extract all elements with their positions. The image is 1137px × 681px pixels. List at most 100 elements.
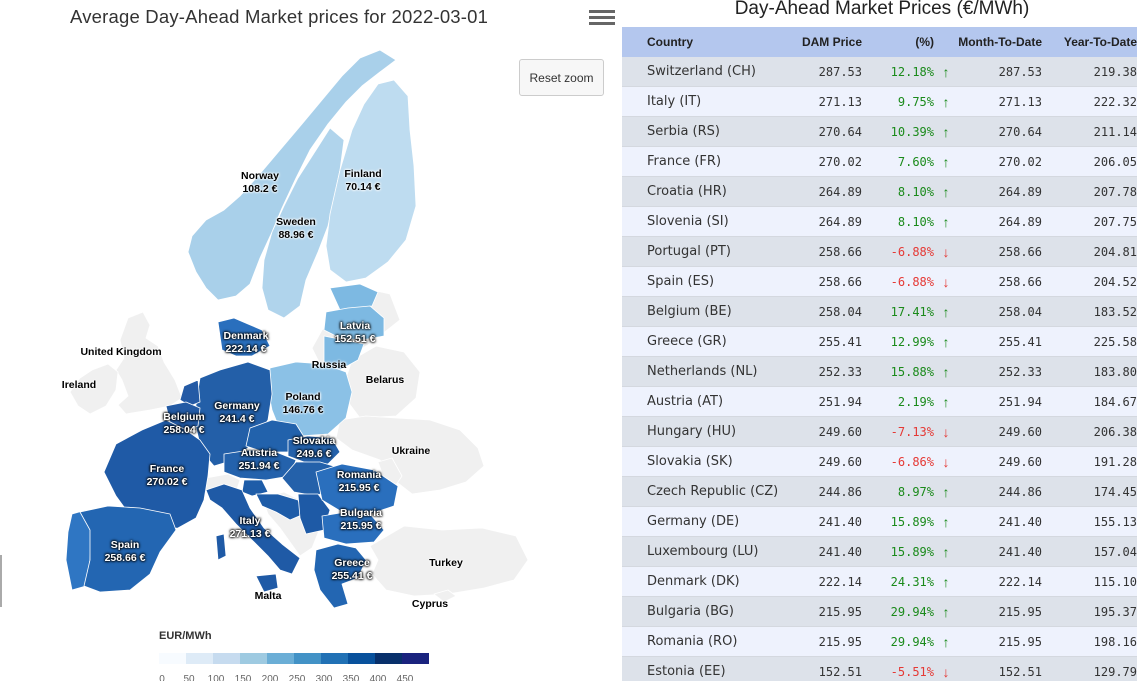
cell-country: Bulgaria (BG) xyxy=(647,604,734,619)
country-poland xyxy=(267,361,353,437)
cell-dam-price: 271.13 xyxy=(818,94,862,109)
hamburger-menu-icon[interactable] xyxy=(589,10,615,32)
legend-tick-label: 0 xyxy=(159,674,165,681)
cell-percent: 29.94% xyxy=(890,604,934,619)
legend-swatch xyxy=(186,653,213,664)
legend-ticks: 0 50 100 150 200 250 300 350 400 450 xyxy=(159,674,429,681)
cell-percent: 10.39% xyxy=(890,124,934,139)
table-row[interactable]: Portugal (PT) 258.66 -6.88% ↓ 258.66 204.81 xyxy=(622,237,1137,267)
cell-country: Denmark (DK) xyxy=(647,574,740,589)
cell-month-to-date: 258.04 xyxy=(998,304,1042,319)
cell-year-to-date: 183.52 xyxy=(1093,304,1137,319)
arrow-down-icon: ↓ xyxy=(942,663,950,680)
legend-swatch xyxy=(402,653,429,664)
cell-year-to-date: 115.10 xyxy=(1093,574,1137,589)
table-row[interactable]: Switzerland (CH) 287.53 12.18% ↑ 287.53 219.3… xyxy=(622,57,1137,87)
map-panel: Average Day-Ahead Market prices for 2022… xyxy=(0,0,622,681)
header-month-to-date[interactable]: Month-To-Date xyxy=(958,35,1042,49)
cell-year-to-date: 174.45 xyxy=(1093,484,1137,499)
cell-year-to-date: 183.80 xyxy=(1093,364,1137,379)
header-dam-price[interactable]: DAM Price xyxy=(801,35,862,49)
cell-country: Hungary (HU) xyxy=(647,424,737,439)
table-row[interactable]: Hungary (HU) 249.60 -7.13% ↓ 249.60 206.38 xyxy=(622,417,1137,447)
table-row[interactable]: Germany (DE) 241.40 15.89% ↑ 241.40 155.13 xyxy=(622,507,1137,537)
table-row[interactable]: Slovenia (SI) 264.89 8.10% ↑ 264.89 207.75 xyxy=(622,207,1137,237)
cell-month-to-date: 255.41 xyxy=(998,334,1042,349)
table-row[interactable]: Spain (ES) 258.66 -6.88% ↓ 258.66 204.52 xyxy=(622,267,1137,297)
legend-tick-label: 250 xyxy=(288,674,306,681)
cell-month-to-date: 258.66 xyxy=(998,274,1042,289)
legend-tick-label: 200 xyxy=(261,674,279,681)
table-row[interactable]: Bulgaria (BG) 215.95 29.94% ↑ 215.95 195.37 xyxy=(622,597,1137,627)
cell-month-to-date: 270.64 xyxy=(998,124,1042,139)
country-sicily xyxy=(255,573,279,593)
cell-dam-price: 258.66 xyxy=(818,274,862,289)
legend-color-scale xyxy=(159,653,429,664)
cell-country: Slovakia (SK) xyxy=(647,454,733,469)
cell-month-to-date: 249.60 xyxy=(998,424,1042,439)
table-row[interactable]: Greece (GR) 255.41 12.99% ↑ 255.41 225.58 xyxy=(622,327,1137,357)
country-france xyxy=(103,419,211,531)
arrow-up-icon: ↑ xyxy=(942,483,950,500)
arrow-up-icon: ↑ xyxy=(942,543,950,560)
table-row[interactable]: Austria (AT) 251.94 2.19% ↑ 251.94 184.67 xyxy=(622,387,1137,417)
cell-dam-price: 222.14 xyxy=(818,574,862,589)
country-bulgaria xyxy=(321,511,385,545)
table-row[interactable]: France (FR) 270.02 7.60% ↑ 270.02 206.05 xyxy=(622,147,1137,177)
cell-dam-price: 215.95 xyxy=(818,604,862,619)
cell-year-to-date: 225.58 xyxy=(1093,334,1137,349)
cell-year-to-date: 191.28 xyxy=(1093,454,1137,469)
country-estonia xyxy=(329,283,379,311)
table-row[interactable]: Luxembourg (LU) 241.40 15.89% ↑ 241.40 157.04 xyxy=(622,537,1137,567)
table-row[interactable]: Czech Republic (CZ) 244.86 8.97% ↑ 244.86 174… xyxy=(622,477,1137,507)
europe-map[interactable] xyxy=(0,0,622,625)
cell-dam-price: 241.40 xyxy=(818,544,862,559)
cell-country: Spain (ES) xyxy=(647,274,715,289)
table-row[interactable]: Belgium (BE) 258.04 17.41% ↑ 258.04 183.52 xyxy=(622,297,1137,327)
header-country[interactable]: Country xyxy=(647,35,693,49)
cell-month-to-date: 264.89 xyxy=(998,214,1042,229)
country-italy xyxy=(205,483,301,575)
cell-percent: 7.60% xyxy=(897,154,934,169)
arrow-up-icon: ↑ xyxy=(942,573,950,590)
table-row[interactable]: Denmark (DK) 222.14 24.31% ↑ 222.14 115.10 xyxy=(622,567,1137,597)
cell-month-to-date: 152.51 xyxy=(998,664,1042,679)
header-percent[interactable]: (%) xyxy=(915,35,934,49)
cell-dam-price: 264.89 xyxy=(818,214,862,229)
cell-percent: -6.86% xyxy=(890,454,934,469)
cell-country: Austria (AT) xyxy=(647,394,724,409)
table-row[interactable]: Croatia (HR) 264.89 8.10% ↑ 264.89 207.78 xyxy=(622,177,1137,207)
scroll-edge xyxy=(0,555,2,607)
table-row[interactable]: Romania (RO) 215.95 29.94% ↑ 215.95 198.16 xyxy=(622,627,1137,657)
cell-month-to-date: 251.94 xyxy=(998,394,1042,409)
table-row[interactable]: Netherlands (NL) 252.33 15.88% ↑ 252.33 183.8… xyxy=(622,357,1137,387)
cell-year-to-date: 206.05 xyxy=(1093,154,1137,169)
table-row[interactable]: Italy (IT) 271.13 9.75% ↑ 271.13 222.32 xyxy=(622,87,1137,117)
cell-dam-price: 270.64 xyxy=(818,124,862,139)
cell-percent: 24.31% xyxy=(890,574,934,589)
country-moldova xyxy=(377,457,403,489)
cell-dam-price: 249.60 xyxy=(818,454,862,469)
cell-dam-price: 244.86 xyxy=(818,484,862,499)
reset-zoom-button[interactable]: Reset zoom xyxy=(519,59,604,96)
cell-year-to-date: 198.16 xyxy=(1093,634,1137,649)
table-row[interactable]: Serbia (RS) 270.64 10.39% ↑ 270.64 211.14 xyxy=(622,117,1137,147)
country-norway xyxy=(187,49,397,301)
cell-dam-price: 152.51 xyxy=(818,664,862,679)
country-croatia xyxy=(255,493,305,521)
cell-country: France (FR) xyxy=(647,154,722,169)
cell-percent: -5.51% xyxy=(890,664,934,679)
table-row[interactable]: Estonia (EE) 152.51 -5.51% ↓ 152.51 129.79 xyxy=(622,657,1137,681)
arrow-up-icon: ↑ xyxy=(942,153,950,170)
cell-percent: 12.99% xyxy=(890,334,934,349)
cell-month-to-date: 287.53 xyxy=(998,64,1042,79)
header-year-to-date[interactable]: Year-To-Date xyxy=(1063,35,1137,49)
country-romania xyxy=(315,463,399,515)
cell-month-to-date: 241.40 xyxy=(998,544,1042,559)
legend-swatch xyxy=(213,653,240,664)
table-row[interactable]: Slovakia (SK) 249.60 -6.86% ↓ 249.60 191.28 xyxy=(622,447,1137,477)
cell-country: Netherlands (NL) xyxy=(647,364,758,379)
arrow-down-icon: ↓ xyxy=(942,273,950,290)
cell-year-to-date: 207.75 xyxy=(1093,214,1137,229)
cell-country: Portugal (PT) xyxy=(647,244,731,259)
